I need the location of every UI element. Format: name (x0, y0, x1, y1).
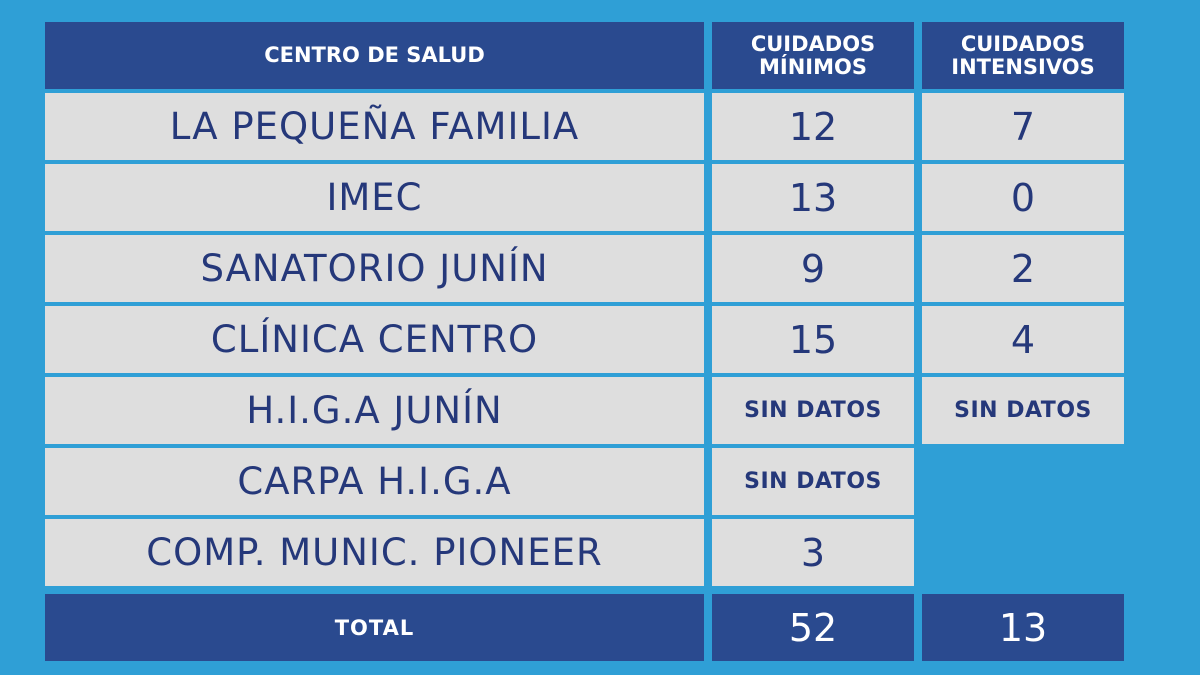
row-minimos: 12 (712, 93, 914, 160)
row-name: CARPA H.I.G.A (45, 448, 704, 515)
row-minimos: SIN DATOS (712, 377, 914, 444)
row-intensivos: SIN DATOS (922, 377, 1124, 444)
row-name: SANATORIO JUNÍN (45, 235, 704, 302)
row-intensivos: 7 (922, 93, 1124, 160)
header-cuidados-intensivos: CUIDADOS INTENSIVOS (922, 22, 1124, 89)
row-name: H.I.G.A JUNÍN (45, 377, 704, 444)
row-intensivos: 4 (922, 306, 1124, 373)
total-label: TOTAL (45, 594, 704, 661)
row-name: COMP. MUNIC. PIONEER (45, 519, 704, 586)
row-name: CLÍNICA CENTRO (45, 306, 704, 373)
total-minimos: 52 (712, 594, 914, 661)
header-cuidados-minimos: CUIDADOS MÍNIMOS (712, 22, 914, 89)
row-minimos: 3 (712, 519, 914, 586)
total-intensivos: 13 (922, 594, 1124, 661)
row-name: IMEC (45, 164, 704, 231)
row-minimos: 13 (712, 164, 914, 231)
row-minimos: SIN DATOS (712, 448, 914, 515)
row-name: LA PEQUEÑA FAMILIA (45, 93, 704, 160)
row-intensivos: 2 (922, 235, 1124, 302)
row-minimos: 15 (712, 306, 914, 373)
header-centro-de-salud: CENTRO DE SALUD (45, 22, 704, 89)
row-minimos: 9 (712, 235, 914, 302)
row-intensivos: 0 (922, 164, 1124, 231)
